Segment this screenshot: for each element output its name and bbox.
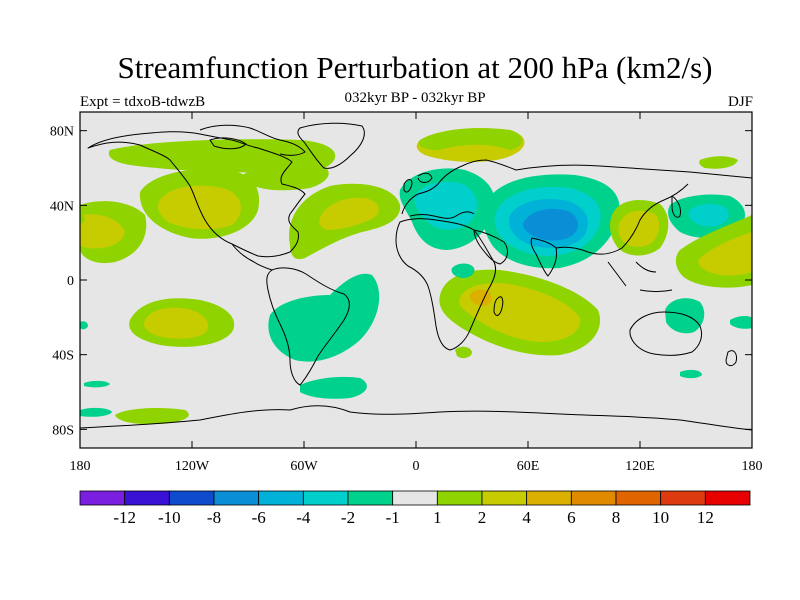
- coastlines: [80, 122, 752, 431]
- colorbar-swatch: [481, 490, 528, 506]
- anomaly-region: [699, 156, 738, 169]
- colorbar-swatch: [704, 490, 751, 506]
- anomaly-region: [419, 128, 523, 150]
- coastline-madagascar: [493, 296, 504, 316]
- colorbar-swatch: [124, 490, 170, 506]
- anomaly-region: [665, 298, 705, 334]
- lat-tick-label: 80S: [52, 423, 74, 438]
- anomaly-region: [80, 321, 88, 330]
- lat-tick-label: 40N: [50, 199, 74, 214]
- anomaly-region: [80, 214, 125, 249]
- colorbar-label: 12: [697, 508, 714, 527]
- anomaly-region: [108, 139, 336, 173]
- anomaly-region: [84, 380, 110, 388]
- map-subtitle: 032kyr BP - 032kyr BP: [344, 90, 486, 106]
- lat-tick-label: 80N: [50, 125, 74, 140]
- lat-tick-label: 0: [67, 274, 74, 289]
- longitude-axis: 180 120W 60W 0 60E 120E 180: [70, 112, 763, 474]
- colorbar-swatch: [302, 490, 349, 506]
- colorbar-label: -2: [341, 508, 355, 527]
- contour-fill-layer: [80, 128, 752, 425]
- anomaly-region: [144, 307, 208, 339]
- coastline-arabia: [473, 229, 508, 265]
- anomaly-region: [80, 210, 85, 224]
- anomaly-region: [300, 376, 367, 399]
- colorbar: -12 -10 -8 -6 -4 -2 -1 1 2 4 6 8 10 12: [79, 490, 751, 527]
- colorbar-swatch: [213, 490, 260, 506]
- coastline-australia: [629, 311, 703, 356]
- coastline-north-america: [87, 131, 306, 258]
- colorbar-label: 1: [433, 508, 442, 527]
- colorbar-label: -4: [296, 508, 311, 527]
- lon-tick-label: 60W: [290, 459, 318, 474]
- coastline-antarctica: [80, 405, 752, 431]
- coastline-canada-islands: [199, 124, 306, 156]
- coastline-india: [530, 237, 557, 277]
- coastline-africa: [395, 218, 497, 351]
- coastline-asia: [515, 164, 752, 255]
- colorbar-swatch: [436, 490, 483, 506]
- lat-tick-label: 40S: [52, 349, 74, 364]
- anomaly-region: [698, 232, 752, 276]
- anomaly-region: [688, 204, 729, 227]
- lon-tick-label: 60E: [517, 459, 540, 474]
- anomaly-region: [268, 273, 380, 362]
- lon-tick-label: 180: [742, 459, 763, 474]
- lon-tick-label: 180: [70, 459, 91, 474]
- coastline-japan: [671, 195, 681, 218]
- anomaly-region: [158, 185, 241, 230]
- anomaly-region: [414, 181, 477, 230]
- colorbar-swatch: [392, 490, 438, 506]
- anomaly-region: [618, 210, 660, 247]
- colorbar-label: -6: [252, 508, 266, 527]
- coastline-europe: [401, 159, 517, 219]
- anomaly-region: [680, 369, 702, 379]
- colorbar-label: -10: [158, 508, 181, 527]
- colorbar-label: 10: [652, 508, 669, 527]
- colorbar-swatch: [615, 490, 662, 506]
- map-title: Streamfunction Perturbation at 200 hPa (…: [117, 50, 713, 85]
- anomaly-region: [319, 197, 379, 230]
- colorbar-label: 2: [478, 508, 487, 527]
- anomaly-region: [522, 208, 579, 241]
- anomaly-region: [455, 346, 472, 359]
- anomaly-region: [730, 315, 752, 329]
- coastline-south-america: [266, 267, 350, 386]
- anomaly-region: [451, 263, 475, 278]
- colorbar-label: 8: [612, 508, 621, 527]
- anomaly-region: [80, 407, 112, 417]
- coastline-new-zealand: [725, 350, 737, 367]
- season-label: DJF: [727, 94, 753, 110]
- colorbar-label: 4: [522, 508, 531, 527]
- coastline-central-america: [231, 243, 273, 271]
- colorbar-label: -1: [386, 508, 400, 527]
- anomaly-region: [115, 407, 189, 425]
- colorbar-label: 6: [567, 508, 576, 527]
- lon-tick-label: 120W: [175, 459, 210, 474]
- colorbar-label: -8: [207, 508, 221, 527]
- colorbar-swatch: [660, 490, 706, 506]
- colorbar-label: -12: [113, 508, 136, 527]
- lon-tick-label: 0: [413, 459, 420, 474]
- colorbar-swatch: [79, 490, 126, 506]
- coastline-greenland: [297, 122, 365, 169]
- colorbar-swatch: [168, 490, 215, 506]
- colorbar-swatch: [258, 490, 304, 506]
- colorbar-swatch: [347, 490, 394, 506]
- colorbar-swatch: [526, 490, 572, 506]
- colorbar-swatch: [570, 490, 617, 506]
- latitude-axis: 80N 40N 0 40S 80S: [50, 125, 752, 438]
- coastline-uk: [403, 179, 413, 193]
- lon-tick-label: 120E: [625, 459, 655, 474]
- experiment-label: Expt = tdxoB-tdwzB: [80, 94, 206, 110]
- anomaly-region: [230, 156, 270, 169]
- coastline-southeast-asia: [607, 261, 673, 292]
